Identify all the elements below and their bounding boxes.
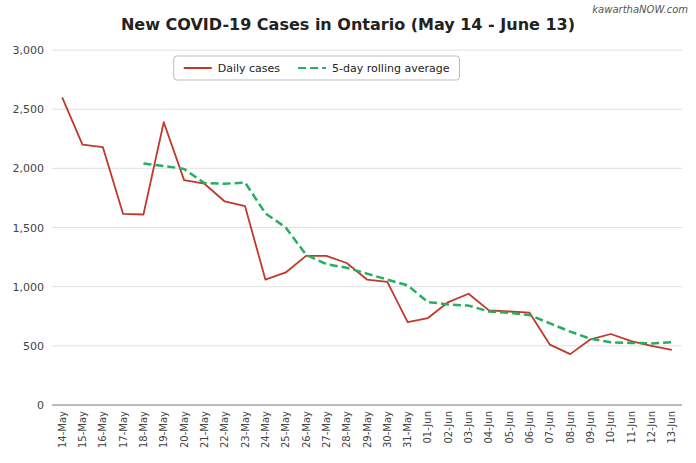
x-tick-label: 12-Jun: [646, 411, 657, 444]
x-tick-label: 30-May: [382, 411, 393, 448]
y-tick-label: 1,500: [13, 222, 45, 235]
x-tick-label: 07-Jun: [544, 411, 555, 444]
x-tick-label: 06-Jun: [524, 411, 535, 444]
x-tick-label: 27-May: [321, 411, 332, 448]
y-tick-label: 2,500: [13, 103, 45, 116]
series-line: [143, 164, 671, 344]
x-tick-label: 02-Jun: [443, 411, 454, 444]
y-tick-label: 3,000: [13, 44, 45, 57]
x-tick-label: 13-Jun: [666, 411, 677, 444]
x-tick-label: 05-Jun: [504, 411, 515, 444]
legend-swatch: [184, 67, 212, 69]
x-tick-label: 31-May: [402, 411, 413, 448]
x-tick-label: 22-May: [219, 411, 230, 448]
y-tick-label: 0: [37, 399, 44, 412]
legend-label: 5-day rolling average: [332, 62, 450, 75]
legend-swatch: [298, 67, 326, 69]
x-axis: [52, 405, 682, 406]
x-tick-label: 23-May: [240, 411, 251, 448]
x-tick-label: 26-May: [301, 411, 312, 448]
x-tick-label: 15-May: [77, 411, 88, 448]
x-tick-label: 09-Jun: [585, 411, 596, 444]
grid: [52, 50, 682, 405]
series-line: [62, 97, 672, 354]
x-tick-label: 17-May: [118, 411, 129, 448]
x-tick-label: 08-Jun: [565, 411, 576, 444]
x-tick-label: 10-Jun: [605, 411, 616, 444]
x-tick-label: 29-May: [362, 411, 373, 448]
title: New COVID-19 Cases in Ontario (May 14 - …: [121, 15, 575, 34]
x-tick-label: 18-May: [138, 411, 149, 448]
y-tick-label: 500: [23, 340, 44, 353]
x-tick-label: 20-May: [179, 411, 190, 448]
x-tick-label: 25-May: [280, 411, 291, 448]
grid-line: [52, 345, 682, 346]
y-tick-label: 1,000: [13, 281, 45, 294]
lines: [62, 97, 672, 354]
grid-line: [52, 286, 682, 287]
x-tick-label: 14-May: [57, 411, 68, 448]
x-tick-label: 21-May: [199, 411, 210, 448]
x-tick-label: 24-May: [260, 411, 271, 448]
x-tick-label: 19-May: [158, 411, 169, 448]
y-tick-label: 2,000: [13, 162, 45, 175]
x-tick-label: 03-Jun: [463, 411, 474, 444]
grid-line: [52, 109, 682, 110]
watermark: kawarthaNOW.com: [592, 4, 688, 15]
legend-label: Daily cases: [218, 62, 281, 75]
grid-line: [52, 227, 682, 228]
legend: Daily cases 5-day rolling average: [174, 56, 460, 80]
x-tick-label: 16-May: [97, 411, 108, 448]
chart: New COVID-19 Cases in Ontario (May 14 - …: [0, 0, 696, 463]
grid-line: [52, 168, 682, 169]
legend-box: [174, 56, 460, 80]
grid-line: [52, 405, 682, 406]
x-tick-label: 28-May: [341, 411, 352, 448]
grid-line: [52, 50, 682, 51]
x-tick-label: 01-Jun: [422, 411, 433, 444]
x-tick-label: 04-Jun: [483, 411, 494, 444]
x-tick-label: 11-Jun: [626, 411, 637, 444]
